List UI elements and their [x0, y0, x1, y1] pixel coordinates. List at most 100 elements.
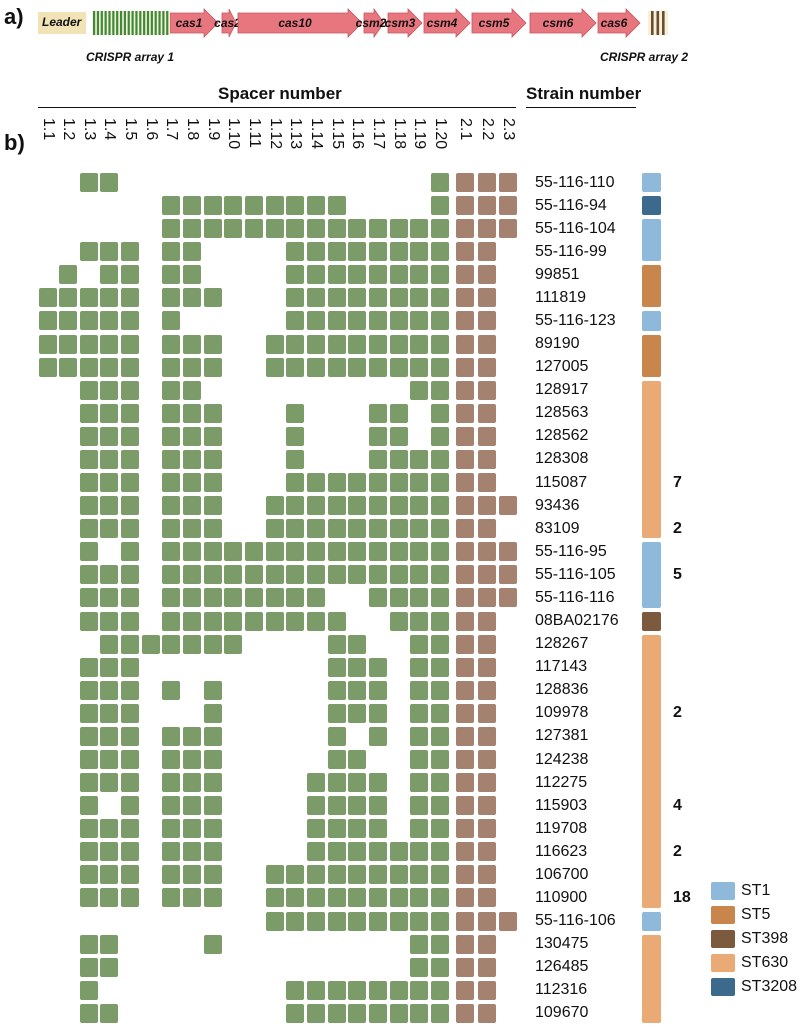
spacer-cell [477, 519, 496, 539]
spacer-cell [100, 934, 119, 954]
spacer-cell [477, 634, 496, 654]
spacer-cell [306, 588, 325, 608]
spacer-cell [348, 357, 367, 377]
spacer-cell [389, 842, 408, 862]
strain-number-header: Strain number [526, 84, 642, 103]
spacer-cell [430, 449, 449, 469]
spacer-cell [183, 819, 202, 839]
strain-label: 126485 [535, 958, 589, 976]
spacer-cell [121, 473, 140, 493]
spacer-cell [368, 657, 387, 677]
spacer-cell [162, 426, 181, 446]
spacer-cell [430, 657, 449, 677]
spacer-cell [203, 703, 222, 723]
st-segment-st1 [642, 311, 661, 331]
spacer-cell [368, 865, 387, 885]
spacer-cell [100, 496, 119, 516]
spacer-cell [348, 542, 367, 562]
spacer-cell [100, 726, 119, 746]
spacer-cell [121, 565, 140, 585]
spacer-cell [265, 611, 284, 631]
spacer-cell [59, 288, 78, 308]
spacer-cell [79, 426, 98, 446]
spacer-cell [456, 242, 474, 262]
spacer-cell [183, 888, 202, 908]
spacer-cell [430, 496, 449, 516]
strain-label: 119708 [535, 819, 588, 837]
spacer-cell [100, 403, 119, 423]
spacer-cell [389, 911, 408, 931]
spacer-cell [162, 588, 181, 608]
spacer-cell [389, 265, 408, 285]
spacer-cell [100, 380, 119, 400]
panel-b-label: b) [4, 130, 25, 155]
spacer-cell [410, 265, 429, 285]
spacer-cell [327, 611, 346, 631]
spacer-cell [121, 888, 140, 908]
spacer-cell [430, 565, 449, 585]
spacer-cell [203, 542, 222, 562]
spacer-cell [79, 865, 98, 885]
spacer-cell [306, 196, 325, 216]
spacer-cell [368, 703, 387, 723]
spacer-cell [162, 842, 181, 862]
spacer-cell [348, 796, 367, 816]
array1-spacer-stripe [123, 11, 126, 35]
spacer-cell [327, 657, 346, 677]
spacer-cell [368, 426, 387, 446]
spacer-cell [327, 888, 346, 908]
spacer-label: 2.3 [500, 118, 517, 141]
spacer-cell [265, 219, 284, 239]
spacer-cell [203, 496, 222, 516]
spacer-cell [430, 957, 449, 977]
spacer-cell [121, 773, 140, 793]
spacer-cell [477, 750, 496, 769]
spacer-cell [348, 703, 367, 723]
strain-label: 116623 [535, 842, 588, 860]
spacer-cell [430, 403, 449, 423]
spacer-cell [499, 173, 517, 192]
spacer-cell [410, 911, 429, 931]
spacer-label: 2.1 [457, 118, 474, 141]
spacer-label: 1.1 [39, 118, 57, 141]
spacer-cell [477, 1003, 496, 1023]
spacer-cell [368, 265, 387, 285]
strain-label: 128563 [535, 404, 589, 422]
spacer-label: 1.20 [431, 118, 449, 150]
spacer-cell [59, 311, 78, 331]
strain-label: 128836 [535, 681, 589, 699]
spacer-cell [286, 496, 305, 516]
strain-count: 5 [673, 565, 682, 583]
spacer-cell [456, 796, 474, 816]
spacer-cell [430, 1003, 449, 1023]
strain-label: 115903 [535, 796, 588, 814]
spacer-cell [477, 242, 496, 262]
spacer-cell [430, 980, 449, 1000]
spacer-cell [306, 980, 325, 1000]
spacer-cell [368, 565, 387, 585]
spacer-cell [348, 634, 367, 654]
spacer-cell [477, 657, 496, 677]
strain-label: 109670 [535, 1004, 589, 1022]
spacer-cell [162, 773, 181, 793]
spacer-cell [348, 911, 367, 931]
spacer-cell [477, 842, 496, 862]
spacer-cell [162, 196, 181, 216]
spacer-cell [348, 1003, 367, 1023]
spacer-cell [162, 819, 181, 839]
spacer-cell [183, 496, 202, 516]
spacer-cell [162, 380, 181, 400]
spacer-cell [183, 357, 202, 377]
spacer-label: 1.2 [60, 118, 78, 141]
spacer-cell [368, 496, 387, 516]
spacer-cell [224, 196, 243, 216]
spacer-cell [224, 634, 243, 654]
spacer-cell [368, 980, 387, 1000]
spacer-cell [203, 634, 222, 654]
spacer-label: 1.13 [287, 118, 305, 150]
legend-swatch-st5 [711, 906, 735, 924]
spacer-cell [477, 819, 496, 839]
spacer-cell [430, 842, 449, 862]
leader-box [38, 12, 86, 34]
spacer-cell [348, 219, 367, 239]
